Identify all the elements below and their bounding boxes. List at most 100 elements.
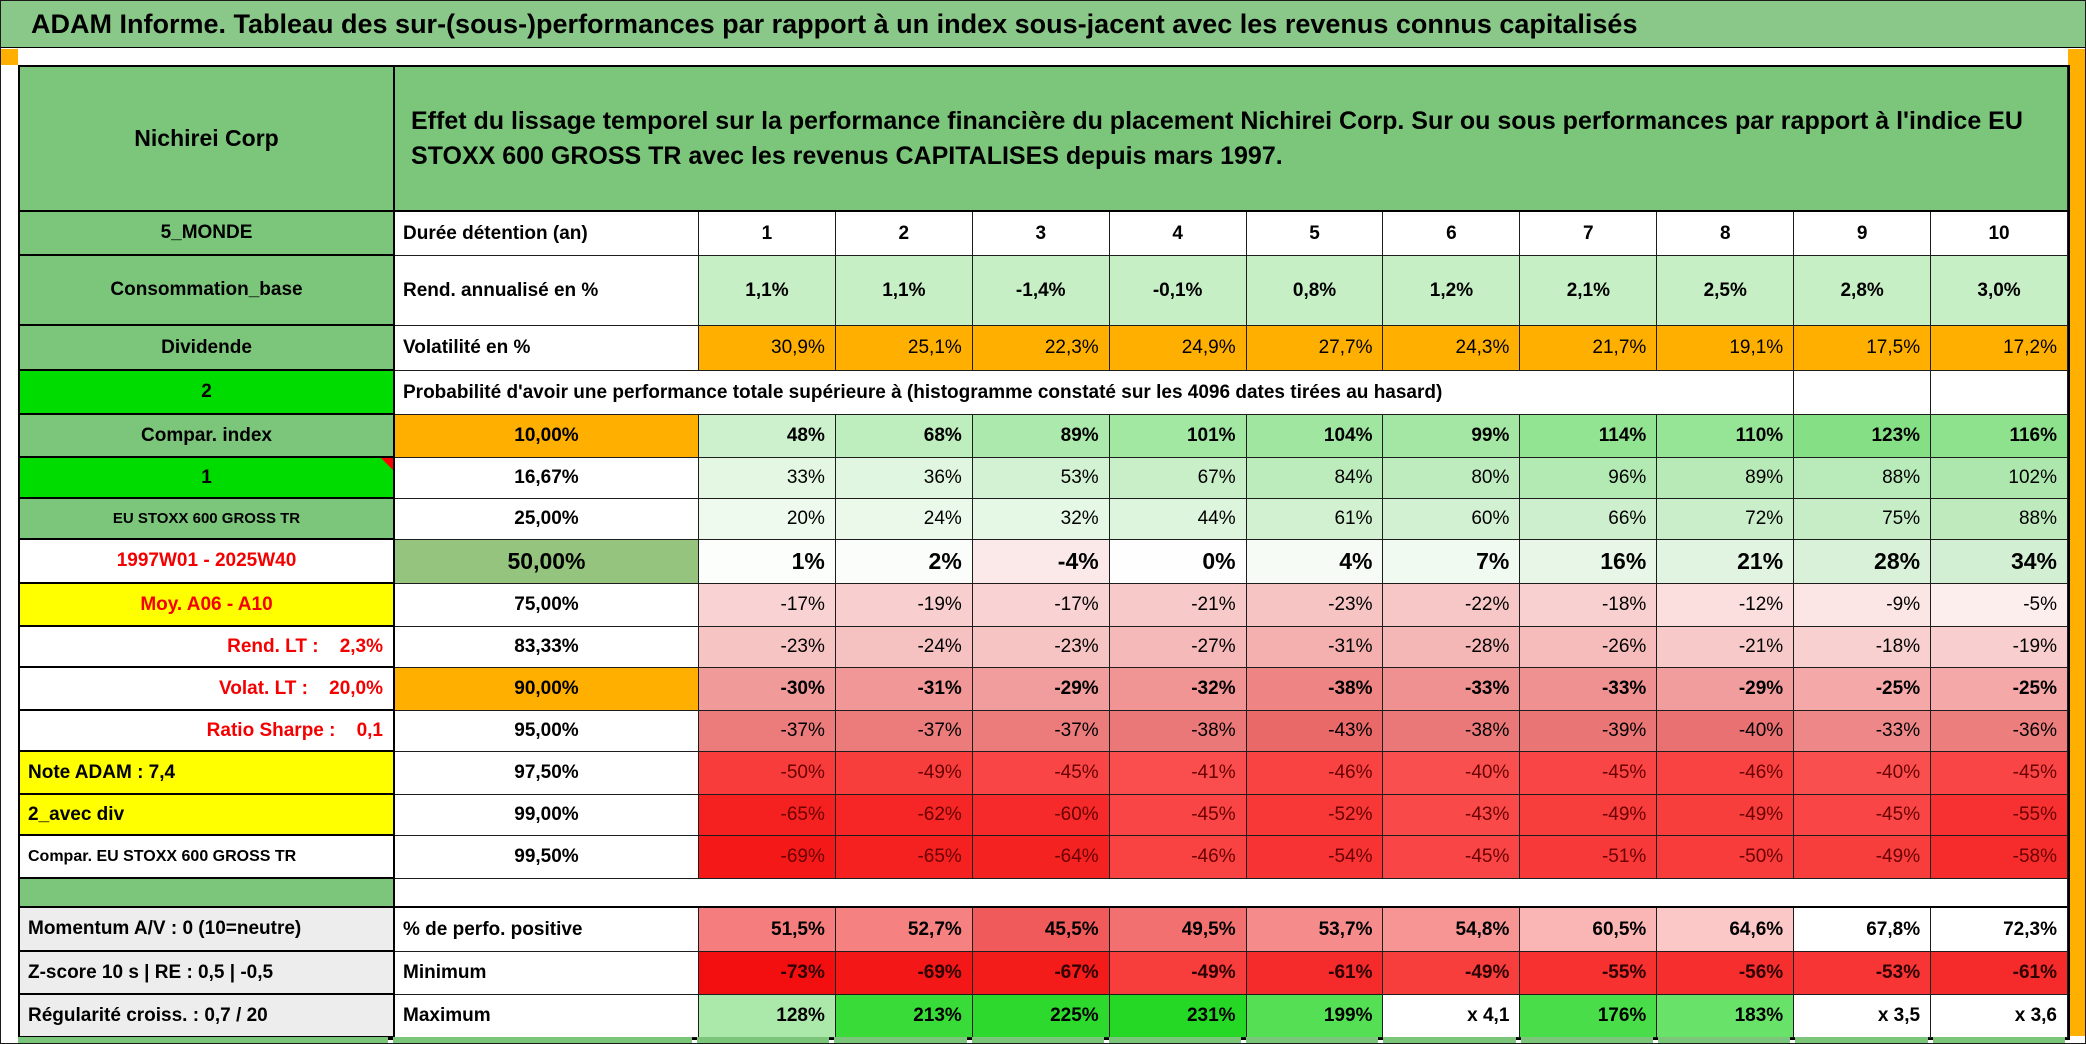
row-header-min[interactable]: Minimum [395, 952, 699, 995]
cell-p90-4[interactable]: -32% [1109, 668, 1247, 711]
row-label-p975[interactable]: Note ADAM : 7,4 [20, 752, 395, 795]
cell-volat-8[interactable]: 19,1% [1657, 326, 1795, 371]
cell-volat-4[interactable]: 24,9% [1109, 326, 1247, 371]
cell-p995-8[interactable]: -50% [1657, 836, 1795, 879]
cell-p90-10[interactable]: -25% [1931, 668, 2068, 711]
cell-p975-4[interactable]: -41% [1109, 752, 1247, 795]
cell-p95-4[interactable]: -38% [1109, 711, 1247, 752]
cell-rend-10[interactable]: 3,0% [1931, 256, 2068, 326]
cell-p99-7[interactable]: -49% [1520, 795, 1658, 836]
cell-max-4[interactable]: 231% [1109, 995, 1247, 1038]
cell-p975-9[interactable]: -40% [1794, 752, 1932, 795]
cell-p50-1[interactable]: 1% [699, 540, 836, 584]
cell-p995-9[interactable]: -49% [1794, 836, 1932, 879]
cell-p99-8[interactable]: -49% [1657, 795, 1795, 836]
cell-p50-3[interactable]: -4% [972, 540, 1110, 584]
cell-p10-5[interactable]: 104% [1246, 415, 1384, 458]
cell-p10-1[interactable]: 48% [699, 415, 836, 458]
cell-p10-6[interactable]: 99% [1383, 415, 1521, 458]
cell-p99-2[interactable]: -62% [835, 795, 973, 836]
cell-p90-1[interactable]: -30% [699, 668, 836, 711]
cell-p83-6[interactable]: -28% [1383, 627, 1521, 668]
cell-p99-3[interactable]: -60% [972, 795, 1110, 836]
cell-p25-2[interactable]: 24% [835, 499, 973, 540]
cell-min-5[interactable]: -61% [1246, 952, 1384, 995]
row-header-p95[interactable]: 95,00% [395, 711, 699, 752]
cell-p75-5[interactable]: -23% [1246, 584, 1384, 627]
cell-p50-9[interactable]: 28% [1794, 540, 1932, 584]
cell-p975-10[interactable]: -45% [1931, 752, 2068, 795]
row-label-p16[interactable]: 1 [20, 458, 395, 499]
cell-min-7[interactable]: -55% [1520, 952, 1658, 995]
cell-p995-6[interactable]: -45% [1383, 836, 1521, 879]
cell-volat-3[interactable]: 22,3% [972, 326, 1110, 371]
row-header-p10[interactable]: 10,00% [395, 415, 699, 458]
row-header-p83[interactable]: 83,33% [395, 627, 699, 668]
row-header-p25[interactable]: 25,00% [395, 499, 699, 540]
cell-volat-2[interactable]: 25,1% [835, 326, 973, 371]
cell-perfo-8[interactable]: 64,6% [1657, 908, 1795, 952]
row-header-duration[interactable]: Durée détention (an) [395, 212, 699, 256]
cell-p995-1[interactable]: -69% [699, 836, 836, 879]
cell-p90-2[interactable]: -31% [835, 668, 973, 711]
row-label-duration[interactable]: 5_MONDE [20, 212, 395, 256]
cell-rend-2[interactable]: 1,1% [835, 256, 973, 326]
cell-min-4[interactable]: -49% [1109, 952, 1247, 995]
cell-volat-6[interactable]: 24,3% [1383, 326, 1521, 371]
cell-p83-3[interactable]: -23% [972, 627, 1110, 668]
cell-duration-7[interactable]: 7 [1520, 212, 1658, 256]
row-header-perfo[interactable]: % de perfo. positive [395, 908, 699, 952]
cell-min-6[interactable]: -49% [1383, 952, 1521, 995]
row-label-perfo[interactable]: Momentum A/V : 0 (10=neutre) [20, 908, 395, 952]
cell-p995-2[interactable]: -65% [835, 836, 973, 879]
cell-perfo-9[interactable]: 67,8% [1794, 908, 1932, 952]
cell-rend-4[interactable]: -0,1% [1109, 256, 1247, 326]
cell-p90-8[interactable]: -29% [1657, 668, 1795, 711]
cell-volat-9[interactable]: 17,5% [1794, 326, 1932, 371]
cell-p16-6[interactable]: 80% [1383, 458, 1521, 499]
row-header-p90[interactable]: 90,00% [395, 668, 699, 711]
cell-duration-3[interactable]: 3 [972, 212, 1110, 256]
cell-max-10[interactable]: x 3,6 [1931, 995, 2068, 1038]
row-header-p995[interactable]: 99,50% [395, 836, 699, 879]
cell-rend-6[interactable]: 1,2% [1383, 256, 1521, 326]
cell-perfo-2[interactable]: 52,7% [835, 908, 973, 952]
cell-p975-8[interactable]: -46% [1657, 752, 1795, 795]
cell-duration-2[interactable]: 2 [835, 212, 973, 256]
cell-p25-8[interactable]: 72% [1657, 499, 1795, 540]
cell-p50-8[interactable]: 21% [1657, 540, 1795, 584]
table-description-cell[interactable]: Effet du lissage temporel sur la perform… [395, 67, 2068, 212]
cell-p975-1[interactable]: -50% [699, 752, 836, 795]
cell-p50-5[interactable]: 4% [1246, 540, 1384, 584]
cell-volat-5[interactable]: 27,7% [1246, 326, 1384, 371]
cell-p90-9[interactable]: -25% [1794, 668, 1932, 711]
cell-perfo-6[interactable]: 54,8% [1383, 908, 1521, 952]
cell-p95-3[interactable]: -37% [972, 711, 1110, 752]
cell-duration-1[interactable]: 1 [699, 212, 836, 256]
cell-perfo-7[interactable]: 60,5% [1520, 908, 1658, 952]
cell-p10-9[interactable]: 123% [1794, 415, 1932, 458]
probability-caption-cell[interactable]: Probabilité d'avoir une performance tota… [395, 371, 1795, 415]
cell-perfo-4[interactable]: 49,5% [1109, 908, 1247, 952]
cell-min-2[interactable]: -69% [835, 952, 973, 995]
cell-p95-8[interactable]: -40% [1657, 711, 1795, 752]
cell-p90-3[interactable]: -29% [972, 668, 1110, 711]
row-label-p50[interactable]: 1997W01 - 2025W40 [20, 540, 395, 584]
cell-p995-10[interactable]: -58% [1931, 836, 2068, 879]
cell-p10-8[interactable]: 110% [1657, 415, 1795, 458]
row-label-p10[interactable]: Compar. index [20, 415, 395, 458]
cell-p83-4[interactable]: -27% [1109, 627, 1247, 668]
cell-duration-9[interactable]: 9 [1794, 212, 1932, 256]
cell-p975-7[interactable]: -45% [1520, 752, 1658, 795]
cell-p90-5[interactable]: -38% [1246, 668, 1384, 711]
cell-p75-9[interactable]: -9% [1794, 584, 1932, 627]
row-label-p25[interactable]: EU STOXX 600 GROSS TR [20, 499, 395, 540]
cell-min-1[interactable]: -73% [699, 952, 836, 995]
cell-p95-1[interactable]: -37% [699, 711, 836, 752]
cell-rend-9[interactable]: 2,8% [1794, 256, 1932, 326]
row-label-p83[interactable]: Rend. LT : 2,3% [20, 627, 395, 668]
row-label-p95[interactable]: Ratio Sharpe : 0,1 [20, 711, 395, 752]
cell-p16-7[interactable]: 96% [1520, 458, 1658, 499]
cell-duration-4[interactable]: 4 [1109, 212, 1247, 256]
cell-p16-10[interactable]: 102% [1931, 458, 2068, 499]
